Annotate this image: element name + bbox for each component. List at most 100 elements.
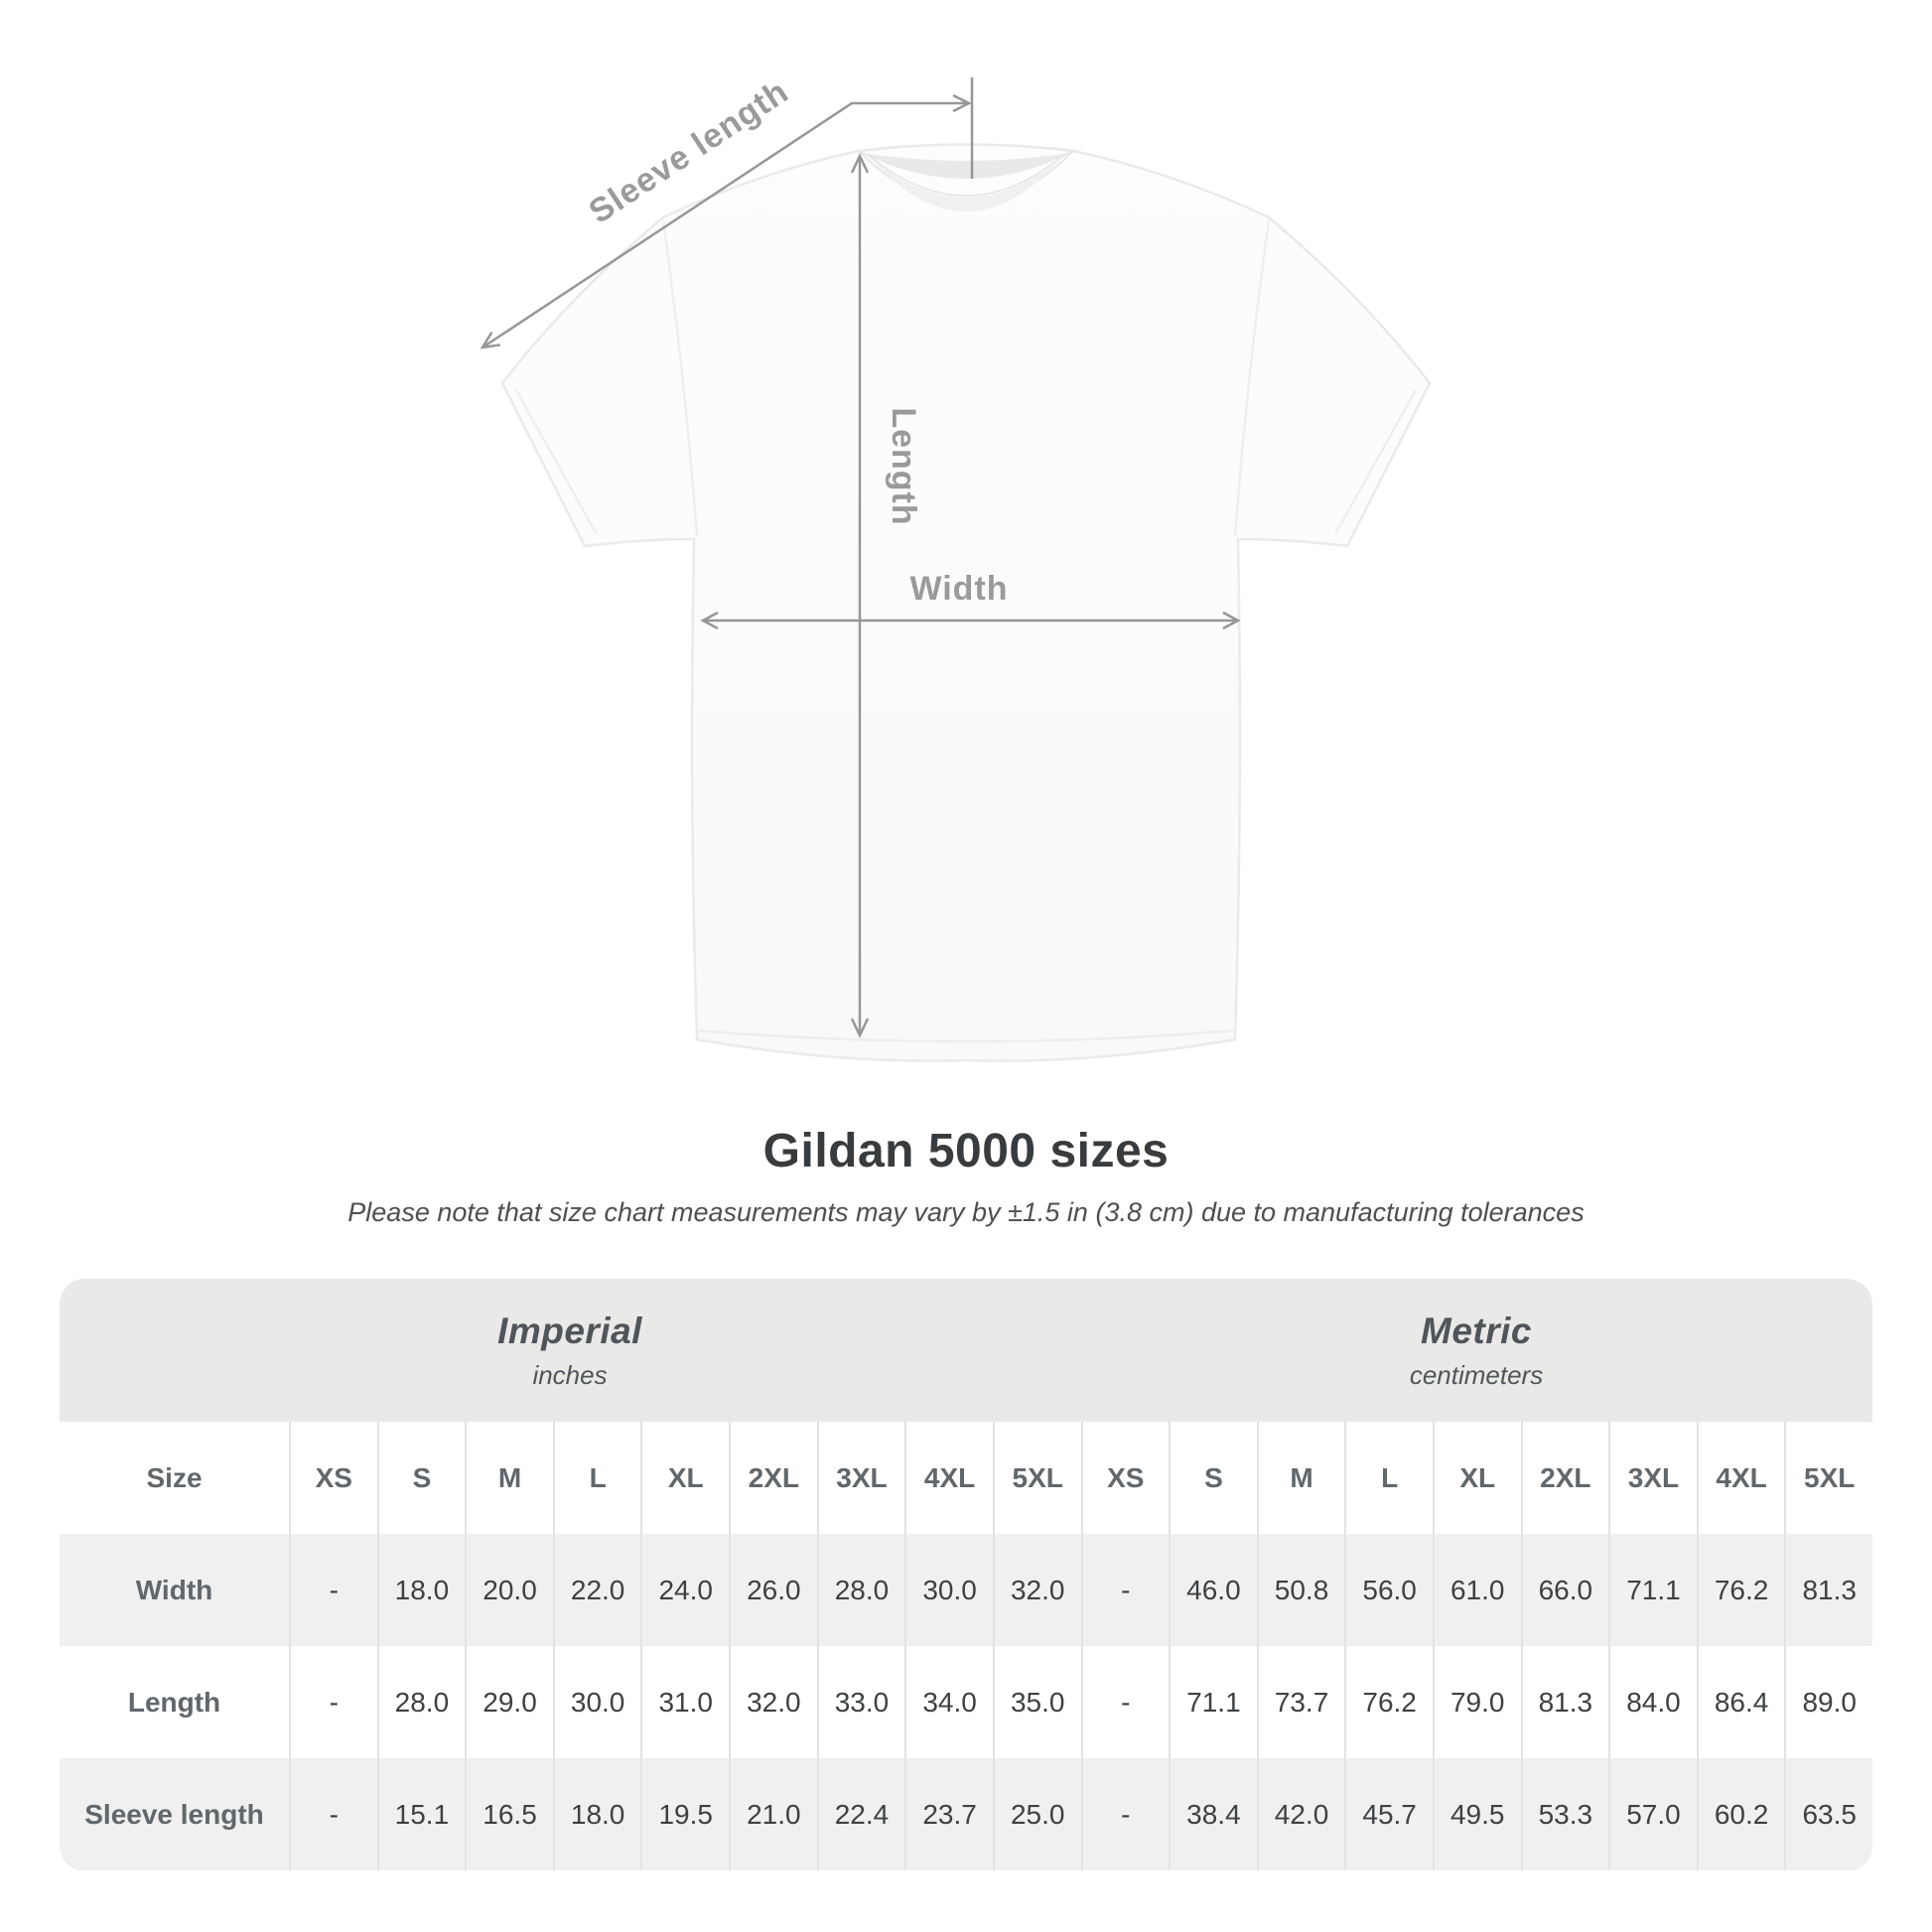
column-header: 3XL: [1608, 1422, 1697, 1534]
row-label: Width: [135, 1574, 213, 1605]
left-sleeve-seam: [661, 219, 699, 537]
page-title: Gildan 5000 sizes: [762, 1125, 1170, 1177]
value-cell: 24.0: [640, 1534, 729, 1646]
row-label: Sleeve length: [84, 1798, 264, 1830]
sleeve-length-arrow: [480, 77, 974, 349]
value-cell: 63.5: [1784, 1758, 1872, 1870]
hem-line: [697, 1029, 1235, 1043]
right-sleeve-seam: [1233, 219, 1271, 537]
metric-sublabel: centimeters: [1409, 1359, 1544, 1390]
value-cell: 56.0: [1344, 1534, 1433, 1646]
column-header: L: [552, 1422, 641, 1534]
tshirt-size-diagram: Sleeve length Length Width: [480, 72, 1432, 1062]
value-cell: 66.0: [1520, 1534, 1609, 1646]
value-cell: 45.7: [1344, 1758, 1433, 1870]
value-cell: 16.5: [465, 1758, 553, 1870]
value-cell: 81.3: [1784, 1534, 1872, 1646]
value-cell: 53.3: [1520, 1758, 1609, 1870]
column-header: 2XL: [1520, 1422, 1609, 1534]
size-chart-table: Imperial inches Metric centimeters Size …: [60, 1279, 1872, 1871]
value-cell: 32.0: [729, 1646, 817, 1758]
value-cell: 28.0: [376, 1646, 466, 1758]
value-cell: -: [1080, 1758, 1170, 1870]
value-cell: 46.0: [1169, 1534, 1257, 1646]
value-cell: 73.7: [1256, 1646, 1345, 1758]
metric-label: Metric: [1421, 1310, 1532, 1351]
value-cell: 71.1: [1169, 1646, 1257, 1758]
collar-shadow: [871, 159, 1061, 211]
value-cell: 61.0: [1432, 1534, 1521, 1646]
value-cell: 33.0: [816, 1646, 905, 1758]
column-header: S: [1169, 1422, 1257, 1534]
imperial-label: Imperial: [497, 1310, 642, 1351]
value-cell: 31.0: [640, 1646, 729, 1758]
value-cell: 81.3: [1520, 1646, 1609, 1758]
column-header: XS: [1080, 1422, 1170, 1534]
column-header: 5XL: [1784, 1422, 1872, 1534]
value-cell: 22.0: [552, 1534, 641, 1646]
value-cell: 20.0: [465, 1534, 553, 1646]
column-header: M: [1256, 1422, 1345, 1534]
value-cell: 57.0: [1608, 1758, 1697, 1870]
table-row-length: Length - 28.0 29.0 30.0 31.0 32.0 33.0 3…: [60, 1646, 1872, 1758]
right-cuff-hem: [1333, 389, 1418, 535]
imperial-sublabel: inches: [532, 1359, 608, 1390]
value-cell: -: [1080, 1534, 1170, 1646]
value-cell: 86.4: [1696, 1646, 1785, 1758]
value-cell: 30.0: [552, 1646, 641, 1758]
value-cell: 34.0: [904, 1646, 993, 1758]
value-cell: -: [289, 1758, 377, 1870]
value-cell: 76.2: [1696, 1534, 1785, 1646]
column-header: XS: [289, 1422, 377, 1534]
value-cell: 49.5: [1432, 1758, 1521, 1870]
value-cell: 29.0: [465, 1646, 553, 1758]
value-cell: 89.0: [1784, 1646, 1872, 1758]
value-cell: 71.1: [1608, 1534, 1697, 1646]
value-cell: 38.4: [1169, 1758, 1257, 1870]
value-cell: 30.0: [904, 1534, 993, 1646]
column-header: 5XL: [992, 1422, 1081, 1534]
left-cuff-hem: [514, 389, 599, 535]
value-cell: 21.0: [729, 1758, 817, 1870]
value-cell: 28.0: [816, 1534, 905, 1646]
value-cell: 60.2: [1696, 1758, 1785, 1870]
value-cell: -: [289, 1534, 377, 1646]
column-header: 3XL: [816, 1422, 905, 1534]
column-header: 4XL: [1696, 1422, 1785, 1534]
size-col-header: Size: [146, 1461, 203, 1493]
units-header: Imperial inches Metric centimeters: [60, 1279, 1872, 1422]
value-cell: 25.0: [992, 1758, 1081, 1870]
value-cell: 79.0: [1432, 1646, 1521, 1758]
value-cell: 42.0: [1256, 1758, 1345, 1870]
value-cell: 19.5: [640, 1758, 729, 1870]
value-cell: -: [289, 1646, 377, 1758]
size-header-row: Size XS S M L XL 2XL 3XL 4XL 5XL XS S M …: [60, 1422, 1872, 1534]
length-label: Length: [885, 407, 922, 525]
value-cell: 84.0: [1608, 1646, 1697, 1758]
value-cell: 26.0: [729, 1534, 817, 1646]
width-arrow: [700, 611, 1241, 630]
value-cell: 23.7: [904, 1758, 993, 1870]
width-label: Width: [909, 570, 1008, 608]
row-label: Length: [127, 1686, 221, 1718]
tshirt-graphic: [500, 143, 1432, 1062]
table-row-width: Width - 18.0 20.0 22.0 24.0 26.0 28.0 30…: [60, 1534, 1872, 1646]
value-cell: 22.4: [816, 1758, 905, 1870]
value-cell: 35.0: [992, 1646, 1081, 1758]
value-cell: 15.1: [376, 1758, 466, 1870]
value-cell: 50.8: [1256, 1534, 1345, 1646]
length-arrow: [850, 153, 870, 1038]
column-header: L: [1344, 1422, 1433, 1534]
value-cell: 18.0: [552, 1758, 641, 1870]
column-header: XL: [640, 1422, 729, 1534]
value-cell: 32.0: [992, 1534, 1081, 1646]
column-header: S: [376, 1422, 466, 1534]
collar-opening: [862, 153, 1070, 179]
column-header: 2XL: [729, 1422, 817, 1534]
value-cell: -: [1080, 1646, 1170, 1758]
metric-header: Metric centimeters: [1080, 1279, 1872, 1422]
column-header: XL: [1432, 1422, 1521, 1534]
table-row-sleeve-length: Sleeve length - 15.1 16.5 18.0 19.5 21.0…: [60, 1758, 1872, 1870]
column-header: 4XL: [904, 1422, 993, 1534]
